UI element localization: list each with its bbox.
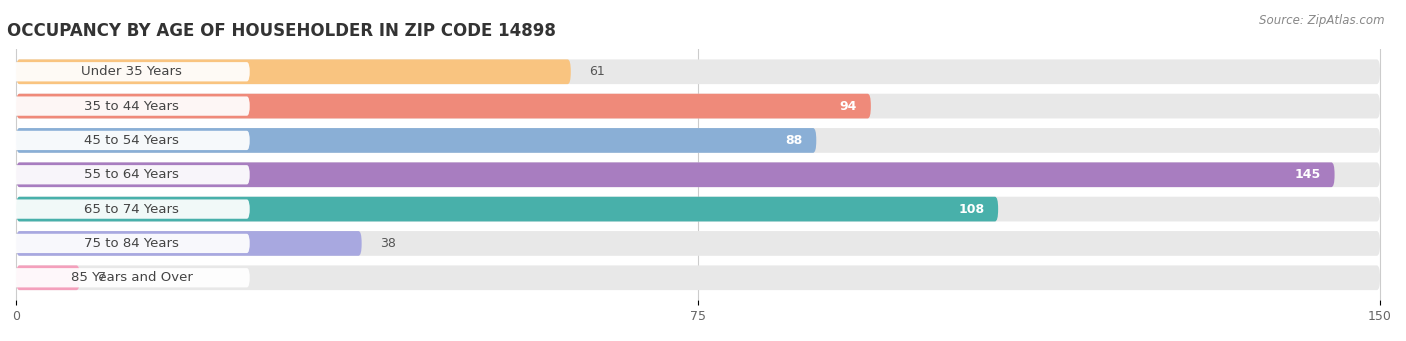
Text: 94: 94: [839, 100, 858, 113]
Text: Under 35 Years: Under 35 Years: [82, 65, 181, 78]
Text: 7: 7: [98, 271, 105, 284]
Text: 61: 61: [589, 65, 605, 78]
FancyBboxPatch shape: [14, 234, 250, 253]
FancyBboxPatch shape: [15, 265, 1381, 290]
FancyBboxPatch shape: [15, 265, 80, 290]
FancyBboxPatch shape: [14, 199, 250, 219]
Text: 35 to 44 Years: 35 to 44 Years: [84, 100, 179, 113]
Text: 65 to 74 Years: 65 to 74 Years: [84, 203, 179, 216]
FancyBboxPatch shape: [15, 59, 571, 84]
FancyBboxPatch shape: [15, 162, 1334, 187]
FancyBboxPatch shape: [14, 97, 250, 116]
FancyBboxPatch shape: [14, 165, 250, 184]
Text: 145: 145: [1295, 168, 1320, 181]
Text: 85 Years and Over: 85 Years and Over: [70, 271, 193, 284]
Text: Source: ZipAtlas.com: Source: ZipAtlas.com: [1260, 14, 1385, 27]
FancyBboxPatch shape: [15, 128, 1381, 153]
FancyBboxPatch shape: [15, 59, 1381, 84]
FancyBboxPatch shape: [15, 94, 870, 118]
FancyBboxPatch shape: [15, 128, 817, 153]
FancyBboxPatch shape: [15, 231, 361, 256]
FancyBboxPatch shape: [15, 231, 1381, 256]
Text: 108: 108: [959, 203, 984, 216]
Text: 38: 38: [380, 237, 395, 250]
FancyBboxPatch shape: [15, 162, 1381, 187]
Text: OCCUPANCY BY AGE OF HOUSEHOLDER IN ZIP CODE 14898: OCCUPANCY BY AGE OF HOUSEHOLDER IN ZIP C…: [7, 21, 555, 40]
FancyBboxPatch shape: [14, 268, 250, 287]
FancyBboxPatch shape: [15, 94, 1381, 118]
FancyBboxPatch shape: [15, 197, 998, 221]
Text: 55 to 64 Years: 55 to 64 Years: [84, 168, 179, 181]
FancyBboxPatch shape: [14, 131, 250, 150]
Text: 45 to 54 Years: 45 to 54 Years: [84, 134, 179, 147]
FancyBboxPatch shape: [15, 197, 1381, 221]
FancyBboxPatch shape: [14, 62, 250, 81]
Text: 75 to 84 Years: 75 to 84 Years: [84, 237, 179, 250]
Text: 88: 88: [786, 134, 803, 147]
